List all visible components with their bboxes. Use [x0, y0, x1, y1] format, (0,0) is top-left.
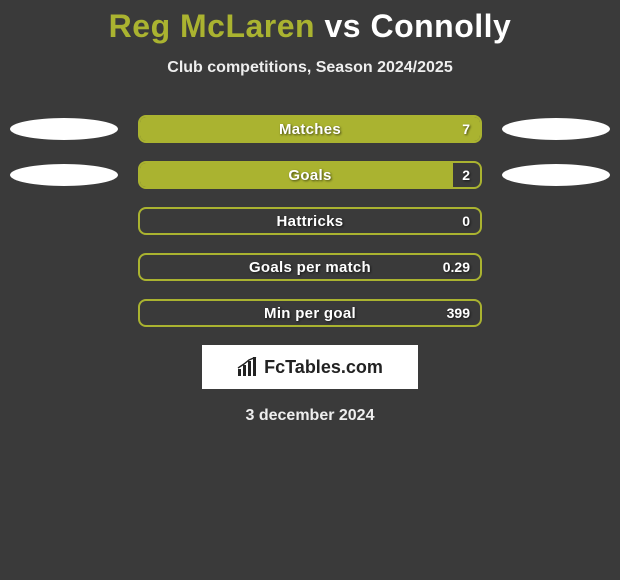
logo: FcTables.com [237, 357, 383, 378]
player2-name: Connolly [370, 8, 511, 44]
logo-box[interactable]: FcTables.com [202, 345, 418, 389]
player1-name: Reg McLaren [109, 8, 315, 44]
stat-bar-value: 0.29 [443, 255, 470, 279]
stat-bar-value: 0 [462, 209, 470, 233]
stat-bar: Matches7 [138, 115, 482, 143]
stat-bar-value: 7 [462, 117, 470, 141]
left-pill-gap [10, 302, 118, 324]
stat-bar-label: Goals per match [140, 255, 480, 279]
stat-row: Hattricks0 [0, 207, 620, 235]
stat-bar-value: 399 [447, 301, 470, 325]
stat-bar-label: Goals [140, 163, 480, 187]
comparison-card: Reg McLaren vs Connolly Club competition… [0, 0, 620, 425]
date: 3 december 2024 [0, 407, 620, 425]
right-pill-gap [502, 302, 610, 324]
left-pill-gap [10, 210, 118, 232]
stat-bar-label: Matches [140, 117, 480, 141]
right-pill [502, 118, 610, 140]
page-title: Reg McLaren vs Connolly [0, 8, 620, 45]
stat-row: Goals per match0.29 [0, 253, 620, 281]
stat-row: Matches7 [0, 115, 620, 143]
stat-bar: Goals2 [138, 161, 482, 189]
right-pill [502, 164, 610, 186]
stat-bar: Hattricks0 [138, 207, 482, 235]
vs-text: vs [324, 8, 361, 44]
stat-bar: Min per goal399 [138, 299, 482, 327]
left-pill-gap [10, 256, 118, 278]
stat-row: Goals2 [0, 161, 620, 189]
stat-bar-label: Hattricks [140, 209, 480, 233]
stat-bar-value: 2 [462, 163, 470, 187]
logo-text: FcTables.com [264, 357, 383, 378]
right-pill-gap [502, 210, 610, 232]
bar-chart-icon [237, 357, 259, 377]
right-pill-gap [502, 256, 610, 278]
subtitle: Club competitions, Season 2024/2025 [0, 59, 620, 77]
stat-bar-label: Min per goal [140, 301, 480, 325]
stat-bar: Goals per match0.29 [138, 253, 482, 281]
stat-bars: Matches7Goals2Hattricks0Goals per match0… [0, 115, 620, 327]
stat-row: Min per goal399 [0, 299, 620, 327]
left-pill [10, 118, 118, 140]
left-pill [10, 164, 118, 186]
